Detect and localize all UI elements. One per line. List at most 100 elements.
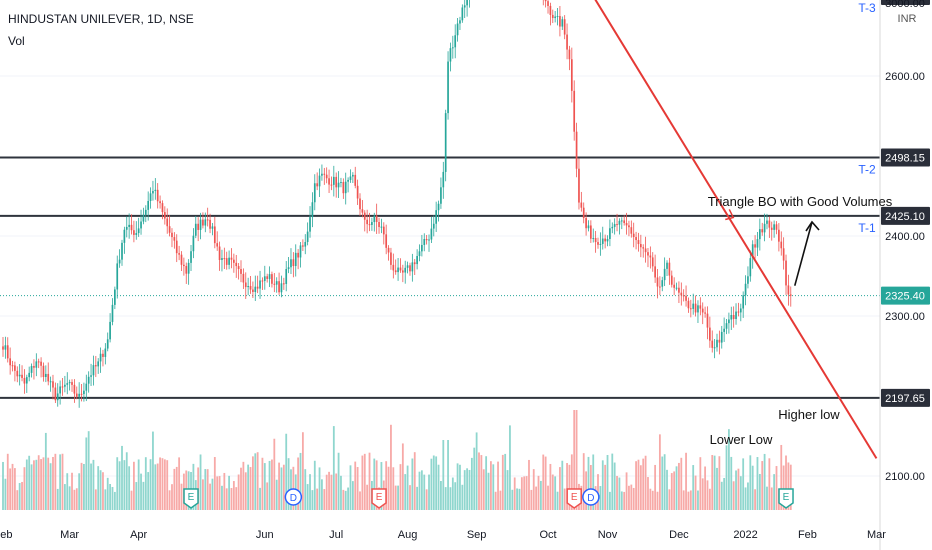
candle-body[interactable] [401, 270, 404, 273]
candle-body[interactable] [163, 212, 166, 219]
level-label[interactable]: 2425.10 [885, 211, 925, 223]
candle-body[interactable] [725, 323, 728, 329]
candle-body[interactable] [628, 225, 630, 228]
candle-body[interactable] [325, 174, 328, 179]
candle-body[interactable] [18, 374, 21, 377]
candle-body[interactable] [773, 224, 775, 230]
candle-body[interactable] [397, 267, 399, 273]
candle-body[interactable] [678, 287, 680, 293]
earnings-marker-label[interactable]: E [571, 492, 578, 503]
candle-body[interactable] [23, 377, 26, 384]
candle-body[interactable] [233, 259, 235, 263]
earnings-marker-label[interactable]: E [783, 492, 790, 503]
candle-body[interactable] [225, 258, 228, 265]
candle-body[interactable] [639, 244, 642, 248]
candle-body[interactable] [547, 1, 549, 6]
candle-body[interactable] [418, 251, 421, 257]
candle-body[interactable] [392, 264, 395, 271]
candle-body[interactable] [187, 262, 190, 274]
candle-body[interactable] [642, 247, 645, 249]
candle-body[interactable] [190, 251, 192, 263]
candle-body[interactable] [421, 244, 423, 252]
candle-body[interactable] [306, 231, 309, 242]
candle-body[interactable] [247, 286, 249, 288]
candle-body[interactable] [761, 229, 764, 233]
candle-body[interactable] [744, 283, 747, 296]
candle-body[interactable] [447, 61, 449, 114]
candle-body[interactable] [709, 327, 711, 341]
candle-body[interactable] [206, 219, 209, 221]
candle-body[interactable] [456, 23, 459, 36]
candle-body[interactable] [166, 218, 169, 227]
candle-body[interactable] [309, 217, 311, 232]
candle-body[interactable] [2, 346, 4, 350]
candle-body[interactable] [685, 295, 687, 301]
candle-body[interactable] [204, 219, 207, 226]
candle-body[interactable] [768, 220, 771, 228]
candle-body[interactable] [563, 19, 566, 35]
candle-body[interactable] [228, 257, 230, 265]
candle-body[interactable] [423, 239, 426, 245]
candle-body[interactable] [778, 229, 780, 242]
candle-body[interactable] [42, 365, 45, 377]
candle-body[interactable] [606, 238, 609, 242]
candle-body[interactable] [585, 218, 587, 229]
candle-body[interactable] [209, 219, 211, 229]
candle-body[interactable] [632, 233, 635, 238]
time-tick-label[interactable]: Dec [669, 529, 689, 541]
dividend-marker[interactable] [284, 488, 303, 506]
candle-body[interactable] [559, 16, 561, 27]
candle-body[interactable] [133, 230, 135, 235]
candle-body[interactable] [85, 383, 88, 391]
candle-body[interactable] [61, 386, 64, 388]
candle-body[interactable] [609, 228, 611, 239]
candle-body[interactable] [259, 280, 261, 289]
candle-body[interactable] [44, 373, 47, 377]
candle-body[interactable] [594, 237, 597, 243]
candle-body[interactable] [763, 223, 766, 233]
candle-body[interactable] [373, 215, 376, 223]
candle-body[interactable] [290, 259, 292, 268]
price-tick-label[interactable]: 2300.00 [885, 311, 925, 323]
candle-body[interactable] [202, 219, 204, 226]
time-tick-label[interactable]: Oct [539, 529, 556, 541]
candle-body[interactable] [211, 226, 214, 229]
candle-body[interactable] [302, 245, 304, 247]
candle-body[interactable] [75, 393, 78, 397]
candle-body[interactable] [80, 393, 83, 395]
candle-body[interactable] [159, 201, 161, 204]
candle-body[interactable] [52, 381, 54, 388]
candle-body[interactable] [682, 295, 685, 297]
candle-body[interactable] [670, 275, 673, 285]
candle-body[interactable] [413, 262, 416, 265]
candle-body[interactable] [49, 381, 52, 383]
candle-body[interactable] [573, 90, 576, 132]
candle-body[interactable] [223, 258, 226, 260]
candle-body[interactable] [123, 229, 126, 243]
candle-body[interactable] [299, 245, 302, 258]
candle-body[interactable] [149, 193, 152, 201]
candle-body[interactable] [728, 319, 730, 324]
candle-body[interactable] [175, 240, 178, 254]
candle-body[interactable] [387, 247, 390, 253]
candle-body[interactable] [544, 0, 547, 2]
candle-body[interactable] [30, 366, 33, 373]
candle-body[interactable] [699, 305, 702, 309]
candle-body[interactable] [16, 370, 19, 377]
candle-body[interactable] [311, 202, 314, 218]
candle-body[interactable] [154, 189, 157, 191]
candle-body[interactable] [551, 14, 554, 19]
candle-body[interactable] [282, 283, 285, 285]
last-price-label[interactable]: 2325.40 [885, 291, 925, 303]
level-label-box[interactable] [881, 0, 930, 5]
candle-body[interactable] [368, 224, 371, 226]
candle-body[interactable] [240, 269, 242, 274]
candle-body[interactable] [651, 257, 654, 267]
candle-body[interactable] [613, 224, 616, 227]
candle-body[interactable] [435, 210, 438, 224]
candle-body[interactable] [575, 131, 578, 169]
candle-body[interactable] [451, 47, 454, 49]
candle-body[interactable] [430, 228, 433, 240]
candle-body[interactable] [92, 365, 95, 376]
candle-body[interactable] [194, 223, 197, 236]
